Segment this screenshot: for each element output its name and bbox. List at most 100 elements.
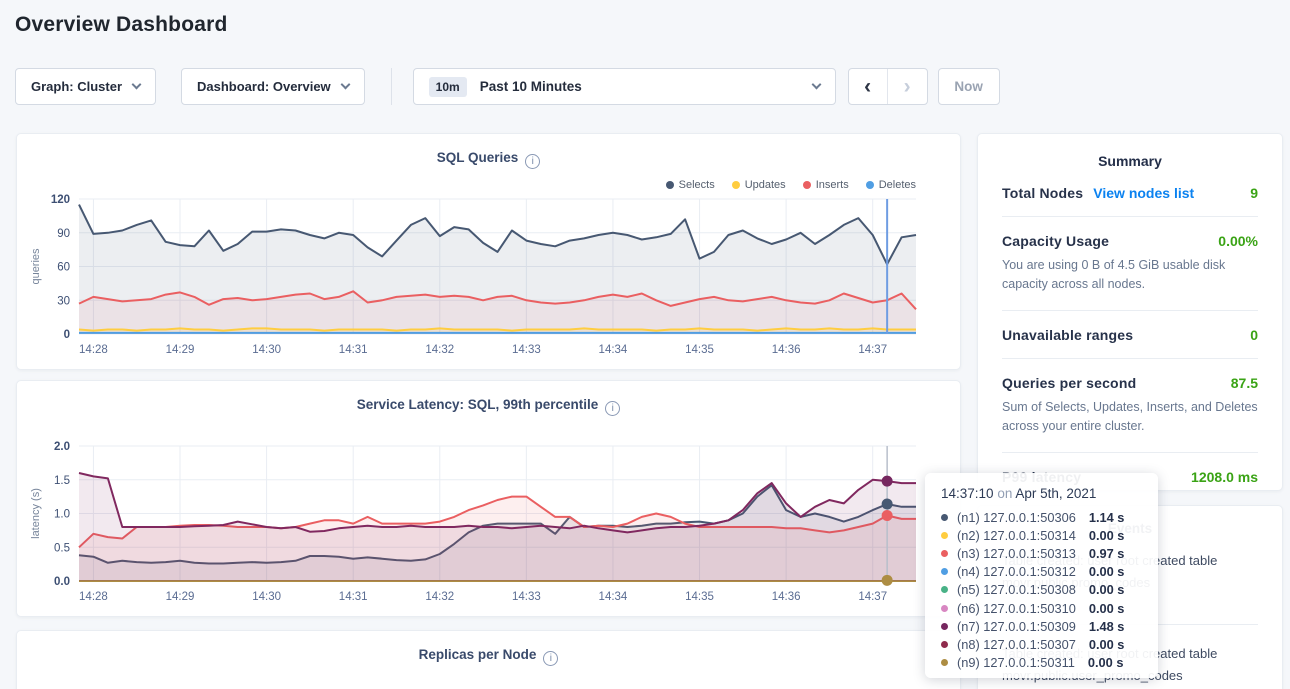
summary-row-unavailable-ranges: Unavailable ranges 0: [1002, 311, 1258, 359]
dashboard-dropdown[interactable]: Dashboard: Overview: [181, 68, 365, 105]
view-nodes-list-link[interactable]: View nodes list: [1093, 185, 1195, 201]
node-address: (n2) 127.0.0.1:50314: [957, 527, 1076, 543]
svg-text:queries: queries: [30, 248, 42, 285]
controls-divider: [390, 68, 392, 105]
node-color-dot: [941, 659, 948, 667]
time-step-buttons: ‹ ›: [847, 68, 928, 105]
summary-panel: Summary Total Nodes View nodes list 9 Ca…: [977, 133, 1283, 491]
info-icon[interactable]: i: [605, 401, 621, 416]
summary-label: Queries per second: [1002, 374, 1137, 391]
svg-text:14:28: 14:28: [79, 344, 108, 356]
svg-text:14:29: 14:29: [166, 344, 195, 356]
chart-legend: Selects Updates Inserts Deletes: [665, 179, 916, 191]
summary-label: Unavailable ranges: [1002, 326, 1134, 343]
node-color-dot: [941, 604, 948, 612]
legend-dot: [802, 181, 811, 189]
time-back-button[interactable]: ‹: [849, 69, 888, 104]
summary-row-capacity-usage: Capacity Usage 0.00% You are using 0 B o…: [1002, 217, 1258, 311]
svg-text:14:36: 14:36: [772, 591, 801, 603]
svg-text:14:30: 14:30: [252, 344, 281, 356]
legend-dot: [731, 181, 740, 189]
time-range-badge: 10m: [428, 76, 467, 97]
time-range-dropdown[interactable]: 10m Past 10 Minutes: [412, 68, 836, 105]
svg-text:14:36: 14:36: [772, 344, 801, 356]
service-latency-panel: Service Latency: SQL, 99th percentile i 0…: [16, 380, 961, 617]
legend-item-updates[interactable]: Updates: [731, 179, 786, 191]
graph-dropdown-label: Graph: Cluster: [31, 79, 123, 94]
svg-text:latency (s): latency (s): [30, 488, 42, 539]
summary-value: 0: [1250, 326, 1258, 343]
tooltip-time: 14:37:10: [941, 486, 994, 501]
summary-value: 0.00%: [1218, 233, 1258, 249]
tooltip-node-row: (n1) 127.0.0.1:50306 1.14 s: [941, 508, 1142, 526]
node-latency-value: 1.48 s: [1088, 618, 1125, 634]
node-address: (n6) 127.0.0.1:50310: [957, 600, 1076, 616]
chart-title: Service Latency: SQL, 99th percentile i: [17, 397, 960, 416]
chevron-down-icon: [131, 79, 142, 90]
graph-dropdown[interactable]: Graph: Cluster: [15, 68, 157, 105]
svg-text:0: 0: [64, 329, 70, 341]
info-icon[interactable]: i: [525, 154, 541, 169]
tooltip-node-row: (n2) 127.0.0.1:50314 0.00 s: [941, 526, 1142, 544]
node-color-dot: [941, 531, 948, 539]
summary-value: 9: [1250, 185, 1258, 201]
page-title: Overview Dashboard: [15, 13, 228, 36]
svg-text:14:34: 14:34: [599, 344, 628, 356]
svg-text:0.0: 0.0: [54, 576, 70, 588]
tooltip-node-row: (n6) 127.0.0.1:50310 0.00 s: [941, 599, 1142, 617]
legend-item-deletes[interactable]: Deletes: [865, 179, 916, 191]
time-forward-button[interactable]: ›: [903, 74, 911, 98]
chart-hover-tooltip: 14:37:10 on Apr 5th, 2021 (n1) 127.0.0.1…: [925, 473, 1158, 678]
svg-text:14:29: 14:29: [166, 591, 195, 603]
sql-queries-chart-canvas[interactable]: 0 30 60 90 120 14:28 14:29 14:30 14:31 14:32 14:33…: [17, 189, 962, 365]
service-latency-chart-canvas[interactable]: 0.0 0.5 1.0 1.5 2.0 14:28 14:29 14:30 14:31 14:32…: [17, 436, 962, 612]
summary-row-total-nodes: Total Nodes View nodes list 9: [1002, 169, 1258, 217]
tooltip-node-row: (n3) 127.0.0.1:50313 0.97 s: [941, 544, 1142, 562]
svg-text:14:33: 14:33: [512, 591, 541, 603]
tooltip-node-row: (n9) 127.0.0.1:50311 0.00 s: [941, 654, 1142, 672]
summary-label: Total Nodes: [1002, 185, 1084, 201]
node-latency-value: 0.00 s: [1088, 636, 1125, 652]
node-color-dot: [941, 622, 948, 630]
svg-text:14:37: 14:37: [858, 344, 887, 356]
legend-dot: [665, 181, 674, 189]
info-icon[interactable]: i: [543, 651, 559, 666]
node-address: (n5) 127.0.0.1:50308: [957, 582, 1076, 598]
summary-label: Capacity Usage: [1002, 233, 1110, 249]
svg-text:60: 60: [57, 262, 70, 274]
tooltip-header: 14:37:10 on Apr 5th, 2021: [941, 486, 1097, 501]
tooltip-node-row: (n7) 127.0.0.1:50309 1.48 s: [941, 617, 1142, 635]
chart-title: SQL Queries i: [17, 150, 960, 169]
svg-text:14:33: 14:33: [512, 344, 541, 356]
summary-value: 87.5: [1230, 374, 1258, 391]
summary-description: Sum of Selects, Updates, Inserts, and De…: [1002, 399, 1258, 434]
dashboard-controls: Graph: Cluster Dashboard: Overview 10m P…: [15, 68, 1000, 105]
svg-text:14:32: 14:32: [425, 344, 454, 356]
node-latency-value: 0.00 s: [1088, 582, 1125, 598]
dashboard-dropdown-label: Dashboard: Overview: [197, 79, 331, 94]
tooltip-rows: (n1) 127.0.0.1:50306 1.14 s (n2) 127.0.0.1…: [941, 508, 1142, 672]
now-button[interactable]: Now: [937, 68, 1000, 105]
legend-item-inserts[interactable]: Inserts: [802, 179, 849, 191]
svg-text:120: 120: [51, 194, 70, 206]
node-latency-value: 0.00 s: [1088, 600, 1125, 616]
chevron-down-icon: [340, 79, 351, 90]
node-color-dot: [941, 568, 948, 576]
time-range-label: Past 10 Minutes: [479, 79, 582, 94]
node-address: (n8) 127.0.0.1:50307: [957, 636, 1076, 652]
tooltip-node-row: (n5) 127.0.0.1:50308 0.00 s: [941, 581, 1142, 599]
node-latency-value: 0.00 s: [1088, 564, 1125, 580]
node-color-dot: [941, 549, 948, 557]
svg-text:14:30: 14:30: [252, 591, 281, 603]
node-address: (n7) 127.0.0.1:50309: [957, 618, 1076, 634]
svg-text:2.0: 2.0: [54, 441, 70, 453]
summary-heading: Summary: [1098, 153, 1162, 169]
node-latency-value: 0.97 s: [1088, 545, 1125, 561]
node-color-dot: [941, 513, 948, 521]
legend-item-selects[interactable]: Selects: [665, 179, 715, 191]
node-color-dot: [941, 586, 948, 594]
summary-row-queries-per-second: Queries per second 87.5 Sum of Selects, …: [1002, 359, 1258, 453]
svg-text:14:31: 14:31: [339, 344, 368, 356]
svg-text:30: 30: [57, 295, 70, 307]
